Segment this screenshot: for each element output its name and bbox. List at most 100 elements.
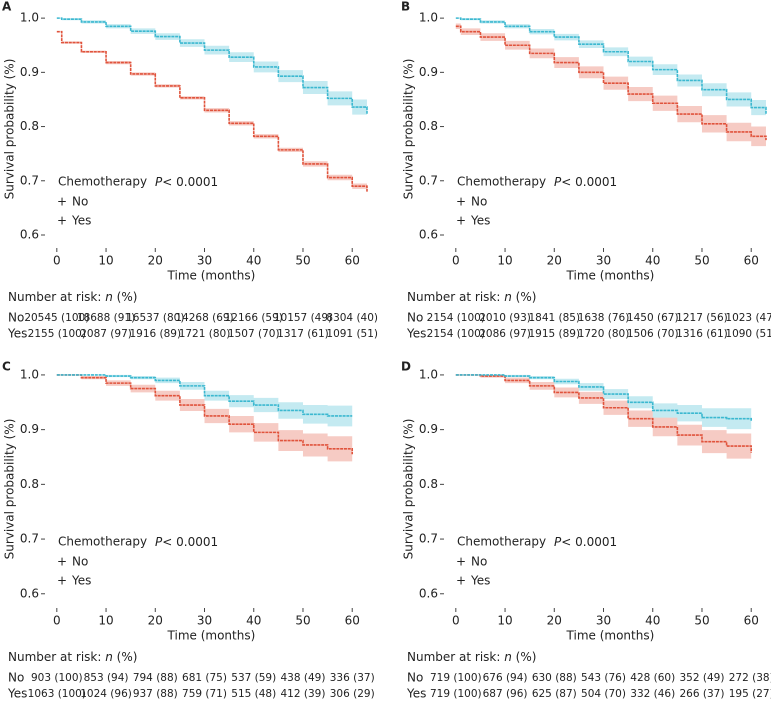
risk-cell: 1450 (67) [627,312,679,324]
risk-cell: 18688 (91) [77,312,135,324]
x-tick-label: 50 [694,614,709,628]
legend-title: Chemotherapy [58,535,147,549]
p-text: < 0.0001 [162,535,218,549]
risk-cell: 1090 (51) [725,328,771,340]
risk-cell: 412 (39) [281,688,326,700]
x-axis-label: Time (months) [167,269,256,283]
risk-cell: 438 (49) [281,672,326,684]
risk-cell: 266 (37) [680,688,725,700]
risk-cell: 1915 (89) [528,328,580,340]
risk-cell: 2086 (97) [479,328,531,340]
y-tick-label: 0.7 [419,532,438,546]
risk-cell: 630 (88) [532,672,577,684]
y-tick-label: 0.9 [419,65,438,79]
y-tick-label: 0.6 [419,586,438,600]
survival-curve [455,17,767,115]
risk-cell: 515 (48) [231,688,276,700]
x-axis-label: Time (months) [167,629,256,643]
risk-row-label: Yes [7,687,27,701]
legend-marker: + [456,555,466,569]
risk-title-part: Number at risk: [8,650,105,664]
y-axis-label: Survival probability (%) [3,419,17,560]
p-symbol: P [554,535,562,549]
legend-marker: + [456,214,466,228]
legend-marker: + [57,574,67,588]
x-tick-label: 10 [98,614,113,628]
risk-cell: 937 (88) [133,688,178,700]
risk-title-part: n [504,650,512,664]
legend-marker: + [456,195,466,209]
y-tick-label: 0.8 [419,119,438,133]
x-tick-label: 10 [497,254,512,268]
plot-area [45,10,366,248]
y-tick-label: 0.7 [419,173,438,187]
risk-title: Number at risk: n (%) [8,290,137,304]
y-axis-label: Survival probability (%) [3,59,17,200]
risk-cell: 10157 (49) [274,312,332,324]
x-tick-label: 0 [452,614,460,628]
risk-title-part: Number at risk: [407,650,504,664]
p-text: < 0.0001 [561,535,617,549]
risk-cell: 306 (29) [330,688,375,700]
x-tick-label: 50 [295,614,310,628]
y-tick-label: 0.6 [20,586,39,600]
x-tick-label: 10 [497,614,512,628]
y-tick-label: 0.7 [20,173,39,187]
risk-cell: 2155 (100) [28,328,86,340]
p-symbol: P [155,175,163,189]
risk-cell: 20545 (100) [24,312,89,324]
p-value: P< 0.0001 [554,535,617,549]
x-tick-label: 50 [694,254,709,268]
risk-row-label: No [8,671,24,685]
risk-row-label: Yes [7,327,27,341]
y-tick-label: 0.9 [20,422,39,436]
risk-cell: 2087 (97) [80,328,132,340]
risk-cell: 1506 (70) [627,328,679,340]
legend-marker: + [57,214,67,228]
confidence-band [455,23,766,151]
p-value: P< 0.0001 [155,175,218,189]
y-tick-label: 1.0 [20,367,39,381]
y-tick-label: 0.9 [419,422,438,436]
x-axis-label: Time (months) [566,269,655,283]
risk-cell: 1217 (56) [676,312,728,324]
x-tick-label: 40 [645,614,660,628]
x-tick-label: 30 [197,254,212,268]
risk-row-label: Yes [406,327,426,341]
risk-title-part: (%) [113,650,138,664]
risk-cell: 1063 (100) [28,688,86,700]
risk-cell: 1841 (85) [528,312,580,324]
legend-label: No [471,555,487,569]
confidence-band [455,374,752,467]
y-tick-label: 1.0 [419,11,438,25]
risk-title-part: n [504,290,512,304]
risk-cell: 12166 (59) [225,312,283,324]
p-text: < 0.0001 [162,175,218,189]
y-tick-label: 0.6 [20,227,39,241]
x-tick-label: 0 [452,254,460,268]
x-tick-label: 30 [596,614,611,628]
risk-cell: 16537 (80) [126,312,184,324]
risk-cell: 14268 (69) [175,312,233,324]
risk-cell: 195 (27) [729,688,771,700]
risk-cell: 2154 (100) [427,328,485,340]
panel-label: C [2,360,11,374]
survival-curve [56,17,368,115]
risk-row-label: No [8,311,24,325]
survival-curve [56,30,368,192]
y-axis-label: Survival probability (%) [402,59,416,200]
y-tick-label: 0.6 [419,227,438,241]
x-tick-label: 0 [53,614,61,628]
y-tick-label: 0.7 [20,532,39,546]
risk-title-part: n [105,650,113,664]
survival-curve [56,374,353,417]
risk-cell: 504 (70) [581,688,626,700]
panel-label: D [401,360,411,374]
p-value: P< 0.0001 [155,535,218,549]
x-tick-label: 40 [645,254,660,268]
risk-cell: 2010 (93) [479,312,531,324]
risk-cell: 537 (59) [231,672,276,684]
legend-label: Yes [71,214,91,228]
x-tick-label: 60 [744,254,759,268]
